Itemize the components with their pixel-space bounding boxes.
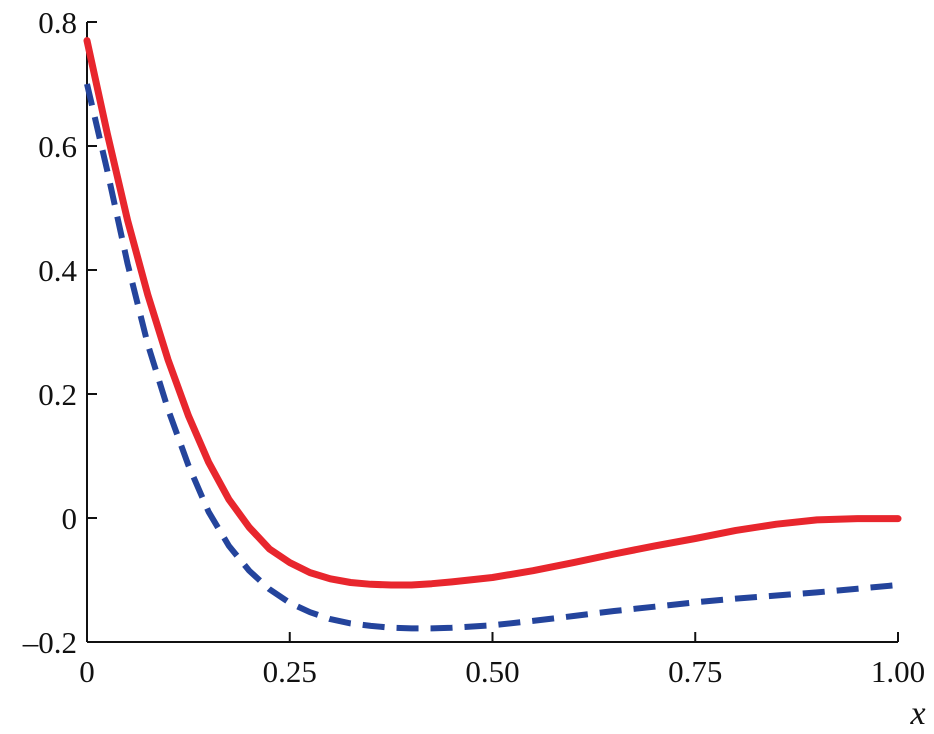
- x-tick-label: 0.75: [668, 654, 722, 689]
- series-group: [83, 37, 902, 632]
- x-tick-label: 0: [79, 654, 95, 689]
- x-tick-label: 0.50: [465, 654, 519, 689]
- y-tick-label: 0: [62, 501, 78, 536]
- y-ticks: –0.2 0 0.2 0.4 0.6 0.8: [22, 5, 97, 660]
- x-axis-label: x: [909, 695, 925, 732]
- x-ticks: 0 0.25 0.50 0.75 1.00: [79, 632, 925, 689]
- y-tick-label: 0.8: [38, 5, 77, 40]
- y-tick-label: –0.2: [22, 625, 77, 660]
- axes: [86, 22, 898, 643]
- series-line-solid: [83, 37, 902, 589]
- y-tick-label: 0.6: [38, 129, 77, 164]
- y-tick-label: 0.2: [38, 377, 77, 412]
- x-tick-label: 0.25: [263, 654, 317, 689]
- series-line-dashed: [84, 83, 899, 632]
- x-tick-label: 1.00: [871, 654, 925, 689]
- y-tick-label: 0.4: [38, 253, 77, 288]
